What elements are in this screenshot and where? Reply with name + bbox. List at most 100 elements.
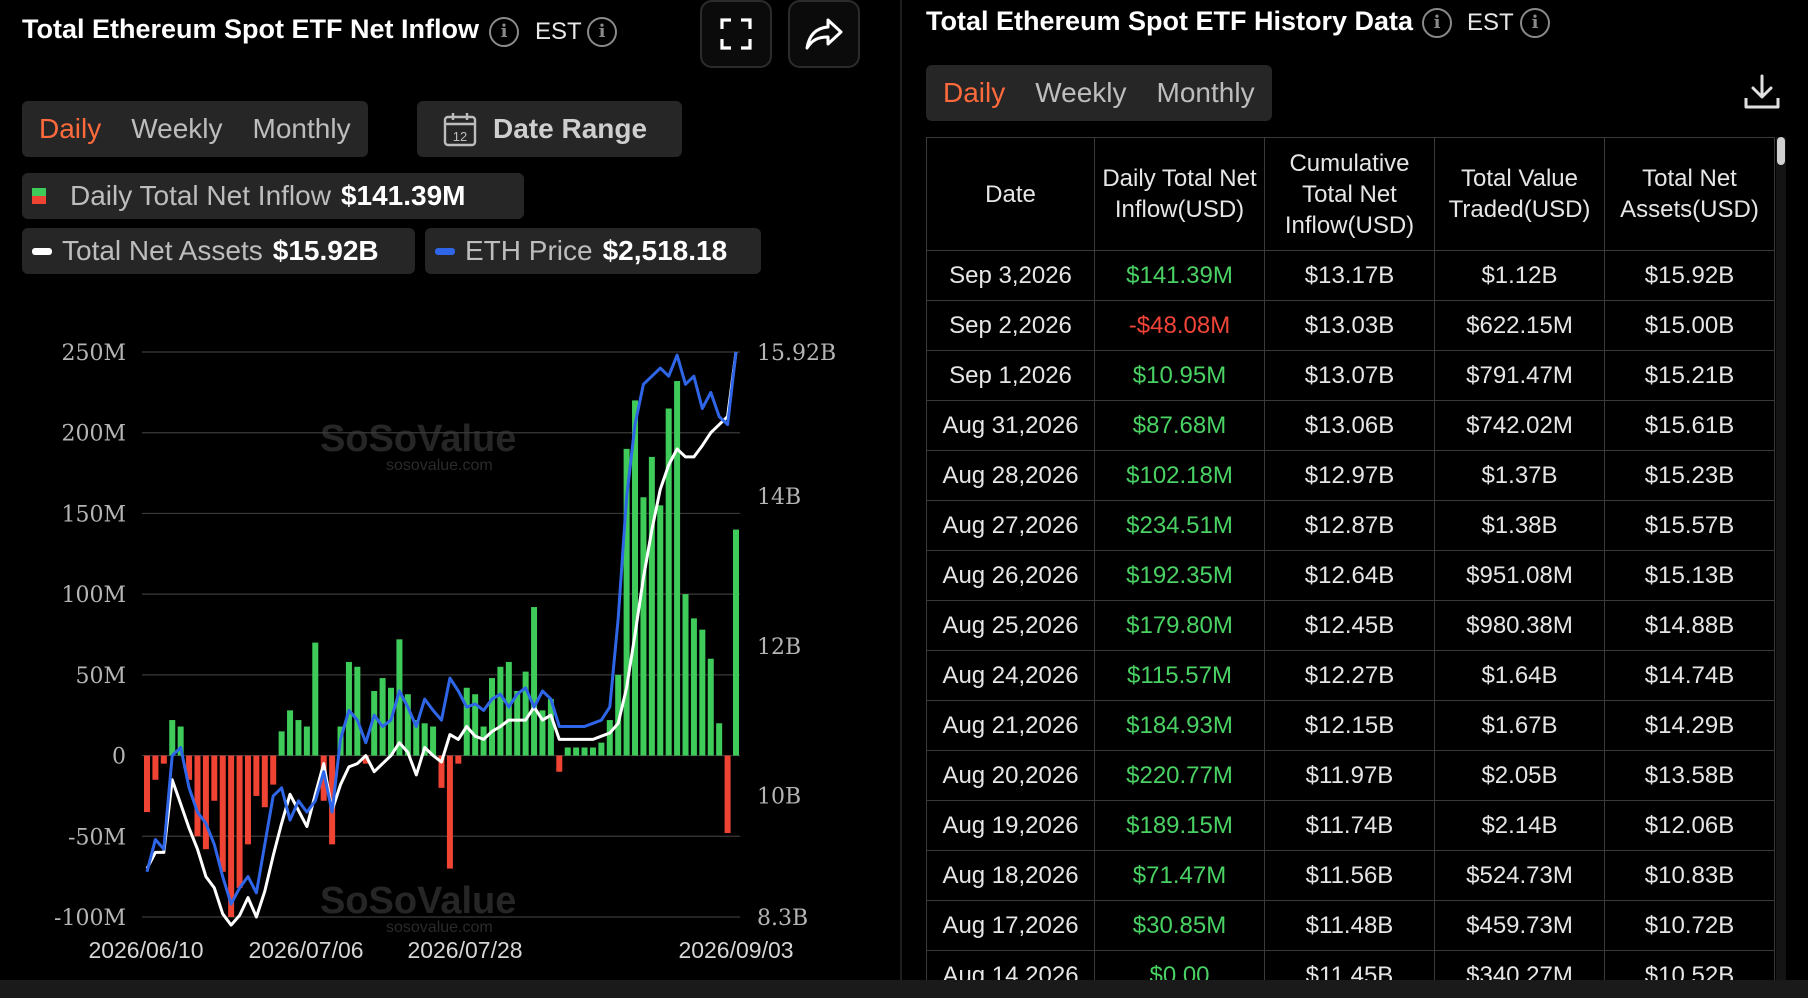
table-row[interactable]: Aug 20,2026 $220.77M $11.97B $2.05B $13.58B [926, 750, 1775, 801]
info-icon[interactable]: i [1520, 8, 1550, 38]
tab-monthly[interactable]: Monthly [1156, 77, 1255, 108]
table-row[interactable]: Aug 27,2026 $234.51M $12.87B $1.38B $15.57B [926, 500, 1775, 551]
col-header-cumulative-inflow[interactable]: Cumulative Total Net Inflow(USD) [1264, 137, 1435, 251]
inflow-bar[interactable] [261, 755, 268, 808]
inflow-bar[interactable] [547, 699, 554, 756]
table-row[interactable]: Aug 24,2026 $115.57M $12.27B $1.64B $14.74B [926, 650, 1775, 701]
inflow-bar[interactable] [632, 400, 639, 756]
inflow-bar[interactable] [573, 747, 580, 756]
col-header-net-assets[interactable]: Total Net Assets(USD) [1604, 137, 1775, 251]
inflow-bar[interactable] [287, 710, 294, 756]
table-row[interactable]: Aug 25,2026 $179.80M $12.45B $980.38M $14.88… [926, 600, 1775, 651]
inflow-bar[interactable] [606, 720, 613, 756]
inflow-bar[interactable] [589, 747, 596, 756]
inflow-bar[interactable] [463, 687, 470, 756]
inflow-bar[interactable] [421, 723, 428, 756]
inflow-bar[interactable] [177, 726, 184, 756]
table-row[interactable]: Sep 2,2026 -$48.08M $13.03B $622.15M $15.00B [926, 300, 1775, 351]
inflow-bar[interactable] [253, 755, 260, 796]
inflow-bar[interactable] [152, 755, 159, 780]
table-row[interactable]: Aug 19,2026 $189.15M $11.74B $2.14B $12.06B [926, 800, 1775, 851]
inflow-bar[interactable] [556, 755, 563, 772]
inflow-bar[interactable] [219, 755, 226, 872]
inflow-bar[interactable] [707, 658, 714, 756]
inflow-bar[interactable] [430, 726, 437, 756]
col-header-value-traded[interactable]: Total Value Traded(USD) [1434, 137, 1605, 251]
table-row[interactable]: Sep 1,2026 $10.95M $13.07B $791.47M $15.21B [926, 350, 1775, 401]
table-row[interactable]: Aug 26,2026 $192.35M $12.64B $951.08M $15.13… [926, 550, 1775, 601]
date-range-button[interactable]: 12 Date Range [417, 101, 682, 157]
inflow-bar[interactable] [724, 755, 731, 834]
inflow-bar[interactable] [186, 755, 193, 780]
inflow-bar[interactable] [623, 448, 630, 756]
inflow-bar[interactable] [497, 666, 504, 756]
info-icon[interactable]: i [587, 17, 617, 47]
tab-weekly[interactable]: Weekly [1035, 77, 1127, 108]
tab-daily[interactable]: Daily [943, 77, 1006, 108]
inflow-bar[interactable] [295, 720, 302, 756]
inflow-bar[interactable] [345, 661, 352, 756]
inflow-bar[interactable] [598, 742, 605, 756]
legend-inflow[interactable]: Daily Total Net Inflow $141.39M [22, 173, 524, 219]
inflow-bar[interactable] [169, 720, 176, 756]
inflow-bar[interactable] [404, 694, 411, 756]
inflow-bar[interactable] [699, 629, 706, 756]
inflow-bar[interactable] [379, 678, 386, 756]
inflow-bar[interactable] [202, 755, 209, 850]
inflow-bar[interactable] [211, 755, 218, 801]
inflow-bar[interactable] [312, 642, 319, 756]
inflow-bar[interactable] [522, 671, 529, 756]
inflow-bar[interactable] [236, 755, 243, 888]
inflow-bar[interactable] [539, 710, 546, 756]
inflow-bar[interactable] [371, 691, 378, 756]
table-row[interactable]: Aug 31,2026 $87.68M $13.06B $742.02M $15.61B [926, 400, 1775, 451]
inflow-bar[interactable] [581, 747, 588, 756]
share-button[interactable] [788, 0, 860, 68]
eth-price-line[interactable] [145, 351, 738, 906]
inflow-bar[interactable] [657, 505, 664, 756]
inflow-bar[interactable] [278, 731, 285, 756]
info-icon[interactable]: i [489, 17, 519, 47]
inflow-bar[interactable] [354, 666, 361, 756]
inflow-bar[interactable] [438, 755, 445, 788]
inflow-bar[interactable] [446, 755, 453, 869]
inflow-bar[interactable] [682, 594, 689, 756]
tab-weekly[interactable]: Weekly [131, 113, 223, 144]
net-assets-line[interactable] [145, 351, 738, 927]
info-icon[interactable]: i [1422, 8, 1452, 38]
legend-assets[interactable]: Total Net Assets $15.92B [22, 228, 415, 274]
history-table-container[interactable]: Date Daily Total Net Inflow(USD) Cumulat… [926, 137, 1776, 980]
inflow-bar[interactable] [690, 618, 697, 756]
inflow-bar[interactable] [194, 755, 201, 837]
inflow-bar[interactable] [472, 694, 479, 756]
inflow-bar[interactable] [505, 661, 512, 756]
inflow-bar[interactable] [514, 691, 521, 756]
inflow-bar[interactable] [665, 408, 672, 756]
inflow-bar[interactable] [396, 639, 403, 756]
inflow-bar[interactable] [144, 755, 150, 813]
inflow-bar[interactable] [733, 529, 739, 756]
table-row[interactable]: Sep 3,2026 $141.39M $13.17B $1.12B $15.92B [926, 250, 1775, 301]
col-header-date[interactable]: Date [926, 137, 1095, 251]
inflow-bar[interactable] [228, 755, 235, 917]
table-row[interactable]: Aug 28,2026 $102.18M $12.97B $1.37B $15.23B [926, 450, 1775, 501]
table-row[interactable]: Aug 17,2026 $30.85M $11.48B $459.73M $10.72B [926, 900, 1775, 951]
inflow-bar[interactable] [615, 674, 622, 756]
inflow-bar[interactable] [674, 381, 681, 756]
fullscreen-button[interactable] [700, 0, 772, 68]
inflow-bar[interactable] [531, 607, 538, 756]
inflow-bar[interactable] [455, 755, 462, 764]
col-header-daily-inflow[interactable]: Daily Total Net Inflow(USD) [1094, 137, 1265, 251]
table-row[interactable]: Aug 21,2026 $184.93M $12.15B $1.67B $14.29B [926, 700, 1775, 751]
scrollbar-thumb[interactable] [1777, 137, 1785, 165]
inflow-bar[interactable] [564, 747, 571, 756]
inflow-bar[interactable] [160, 755, 167, 764]
inflow-bar[interactable] [648, 456, 655, 756]
table-scrollbar[interactable] [1776, 137, 1786, 980]
inflow-bar[interactable] [362, 755, 369, 764]
inflow-bar[interactable] [413, 720, 420, 756]
inflow-bar[interactable] [244, 755, 251, 845]
inflow-bar[interactable] [480, 726, 487, 756]
inflow-bar[interactable] [270, 755, 277, 785]
